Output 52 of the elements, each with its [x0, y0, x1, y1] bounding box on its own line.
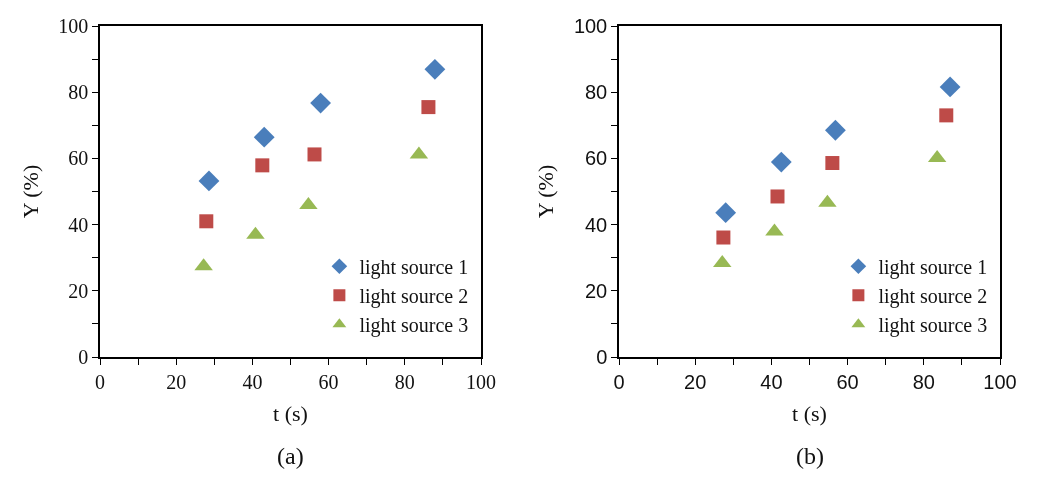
x-tick-label: 40 [760, 370, 783, 393]
x-tick-label: 0 [95, 370, 105, 393]
point [825, 156, 840, 171]
text: (a) [277, 443, 304, 469]
y-tick-label: 60 [68, 147, 89, 170]
y-tick-label: 0 [78, 346, 89, 368]
point [199, 214, 214, 229]
y-tick-label: 60 [585, 147, 608, 170]
point [307, 147, 322, 162]
point [255, 158, 270, 173]
legend-label: light source 2 [359, 285, 469, 309]
text: (b) [796, 443, 824, 469]
y-tick-label: 20 [68, 279, 89, 302]
y-tick-label: 40 [68, 213, 89, 236]
y-axis-title: Y (%) [533, 164, 559, 219]
x-tick-label: 40 [242, 370, 263, 393]
y-tick-label: 80 [585, 81, 608, 104]
y-tick-label: 80 [68, 81, 89, 104]
x-tick-label: 80 [912, 370, 935, 393]
point [825, 119, 846, 141]
point [310, 92, 331, 114]
point [770, 189, 785, 204]
point [198, 170, 220, 192]
x-tick-label: 20 [166, 370, 187, 393]
x-tick-label: 100 [466, 370, 496, 393]
x-tick-label: 60 [318, 370, 339, 393]
y-tick-label: 100 [58, 15, 89, 37]
legend-label: light source 1 [359, 256, 469, 280]
x-tick-label: 60 [836, 370, 859, 393]
point [939, 76, 961, 98]
y-tick-label: 0 [596, 346, 608, 368]
y-tick-label: 20 [585, 279, 608, 302]
y-tick-label: 40 [585, 213, 608, 236]
legend-label: light source 2 [878, 285, 988, 309]
x-axis-title: t (s) [273, 401, 308, 427]
x-tick-label: 100 [983, 370, 1017, 393]
y-axis-title: Y (%) [17, 164, 43, 219]
point [770, 151, 792, 173]
point [253, 126, 275, 148]
legend-label: light source 3 [878, 314, 988, 338]
x-tick-label: 80 [394, 370, 415, 393]
x-tick-label: 20 [684, 370, 707, 393]
point [716, 230, 731, 245]
x-tick-label: 0 [613, 370, 625, 393]
legend-label: light source 1 [878, 256, 988, 280]
point [424, 58, 446, 80]
x-axis-title: t (s) [792, 401, 827, 427]
y-tick-label: 100 [573, 15, 608, 37]
point [715, 202, 737, 224]
point [939, 108, 954, 123]
legend-label: light source 3 [359, 314, 469, 338]
point [421, 100, 436, 115]
